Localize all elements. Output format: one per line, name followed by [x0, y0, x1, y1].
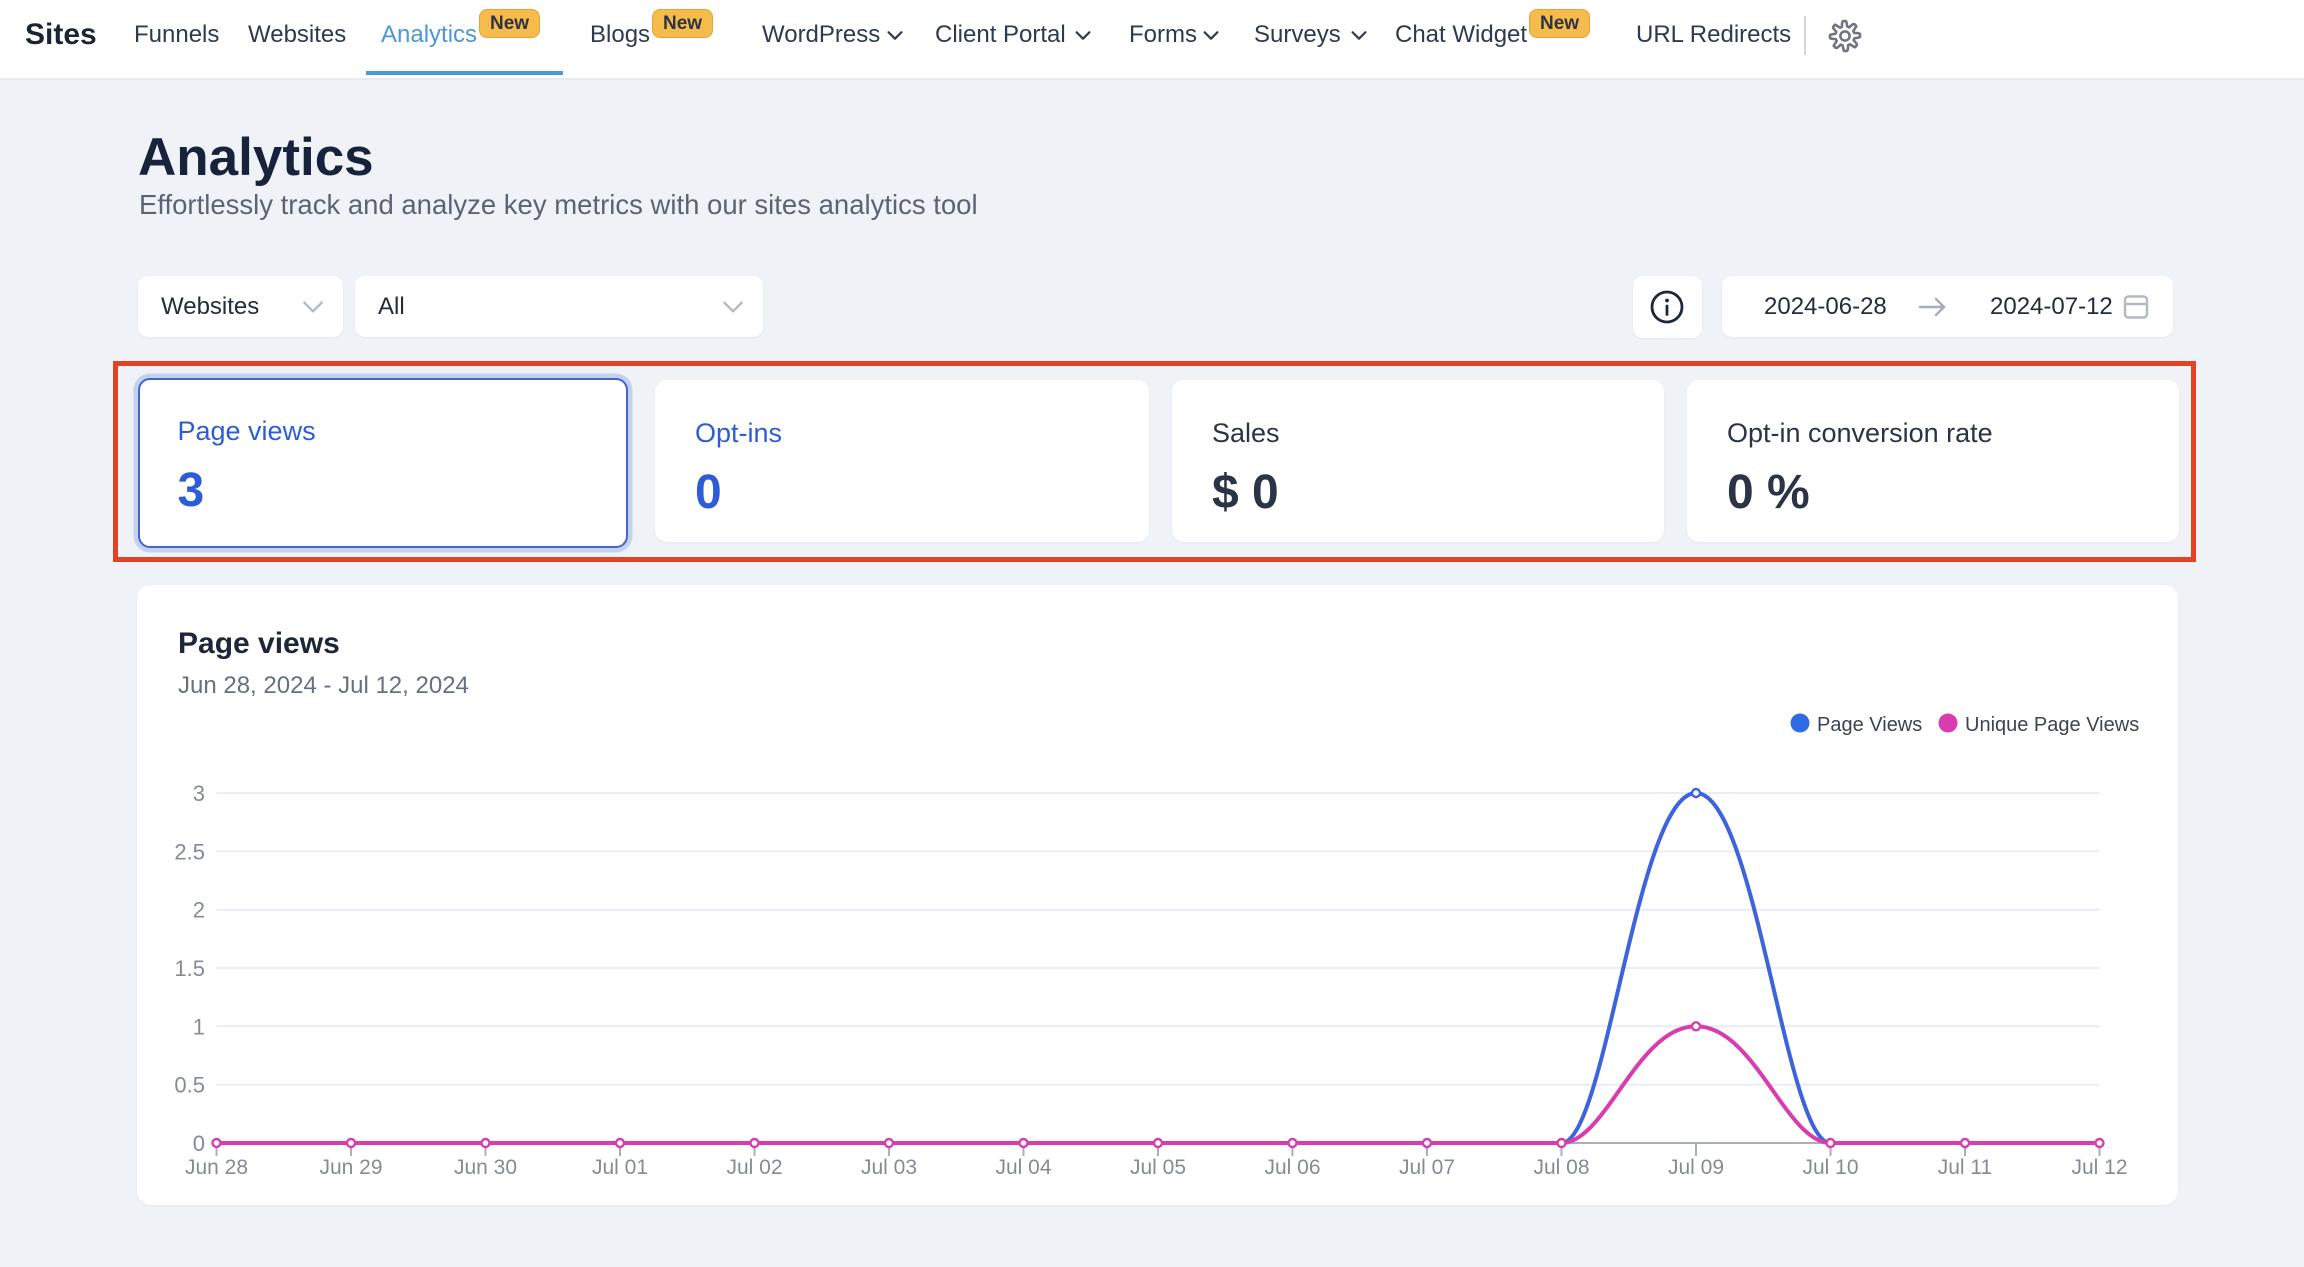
svg-text:0.5: 0.5	[174, 1073, 205, 1098]
svg-text:Jul 06: Jul 06	[1264, 1156, 1320, 1179]
svg-text:3: 3	[193, 781, 205, 806]
svg-text:Jul 11: Jul 11	[1938, 1156, 1992, 1179]
svg-text:2: 2	[193, 898, 205, 923]
svg-text:Unique Page Views: Unique Page Views	[1965, 714, 2139, 736]
svg-text:Jun 28: Jun 28	[185, 1156, 248, 1179]
svg-text:Jun 29: Jun 29	[319, 1156, 382, 1179]
svg-text:Jul 04: Jul 04	[995, 1156, 1051, 1179]
svg-text:Page views: Page views	[178, 627, 340, 660]
svg-text:Jul 09: Jul 09	[1668, 1156, 1724, 1179]
svg-text:Jul 01: Jul 01	[592, 1156, 648, 1179]
svg-text:Jul 07: Jul 07	[1399, 1156, 1455, 1179]
svg-text:1: 1	[193, 1014, 205, 1039]
svg-text:Page Views: Page Views	[1817, 714, 1922, 736]
svg-text:1.5: 1.5	[174, 956, 205, 981]
svg-text:Jun 28, 2024 - Jul 12, 2024: Jun 28, 2024 - Jul 12, 2024	[178, 672, 469, 699]
svg-text:2.5: 2.5	[174, 839, 205, 864]
svg-text:0: 0	[193, 1131, 205, 1156]
svg-text:Jul 10: Jul 10	[1802, 1156, 1858, 1179]
svg-text:Jul 05: Jul 05	[1130, 1156, 1186, 1179]
svg-text:Jul 08: Jul 08	[1533, 1156, 1589, 1179]
svg-text:Jul 12: Jul 12	[2071, 1156, 2127, 1179]
svg-text:Jul 02: Jul 02	[726, 1156, 782, 1179]
svg-text:Jun 30: Jun 30	[454, 1156, 517, 1179]
svg-text:Jul 03: Jul 03	[861, 1156, 917, 1179]
